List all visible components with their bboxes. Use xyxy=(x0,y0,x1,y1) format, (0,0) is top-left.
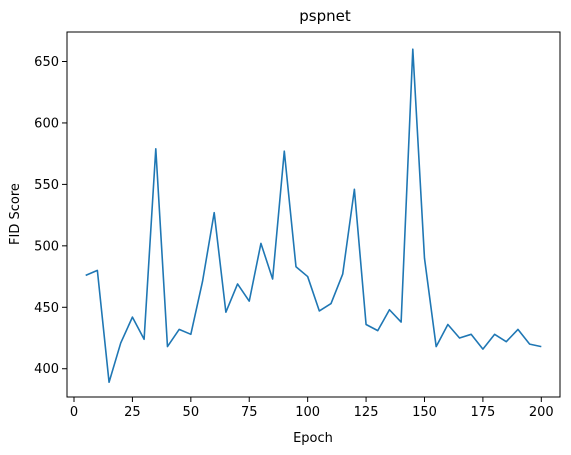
y-tick-label: 600 xyxy=(34,116,59,131)
x-tick-label: 50 xyxy=(183,405,200,420)
y-tick-label: 400 xyxy=(34,362,59,377)
x-axis: 0 25 50 75 100 125 150 175 200 xyxy=(70,397,554,420)
x-tick-label: 175 xyxy=(470,405,495,420)
x-tick-label: 25 xyxy=(124,405,141,420)
y-tick-label: 450 xyxy=(34,301,59,316)
y-tick-label: 550 xyxy=(34,178,59,193)
fid-series-line xyxy=(85,48,542,384)
y-axis: 400 450 500 550 600 650 xyxy=(34,55,67,377)
y-axis-label: FID Score xyxy=(8,183,23,245)
x-tick-label: 0 xyxy=(70,405,78,420)
chart-title: pspnet xyxy=(299,7,351,25)
x-tick-label: 150 xyxy=(412,405,437,420)
y-tick-label: 500 xyxy=(34,239,59,254)
plot-frame xyxy=(66,31,561,398)
y-tick-label: 650 xyxy=(34,55,59,70)
x-axis-label: Epoch xyxy=(293,431,333,446)
x-tick-label: 125 xyxy=(354,405,379,420)
x-tick-label: 200 xyxy=(529,405,554,420)
x-tick-label: 75 xyxy=(241,405,258,420)
x-tick-label: 100 xyxy=(295,405,320,420)
